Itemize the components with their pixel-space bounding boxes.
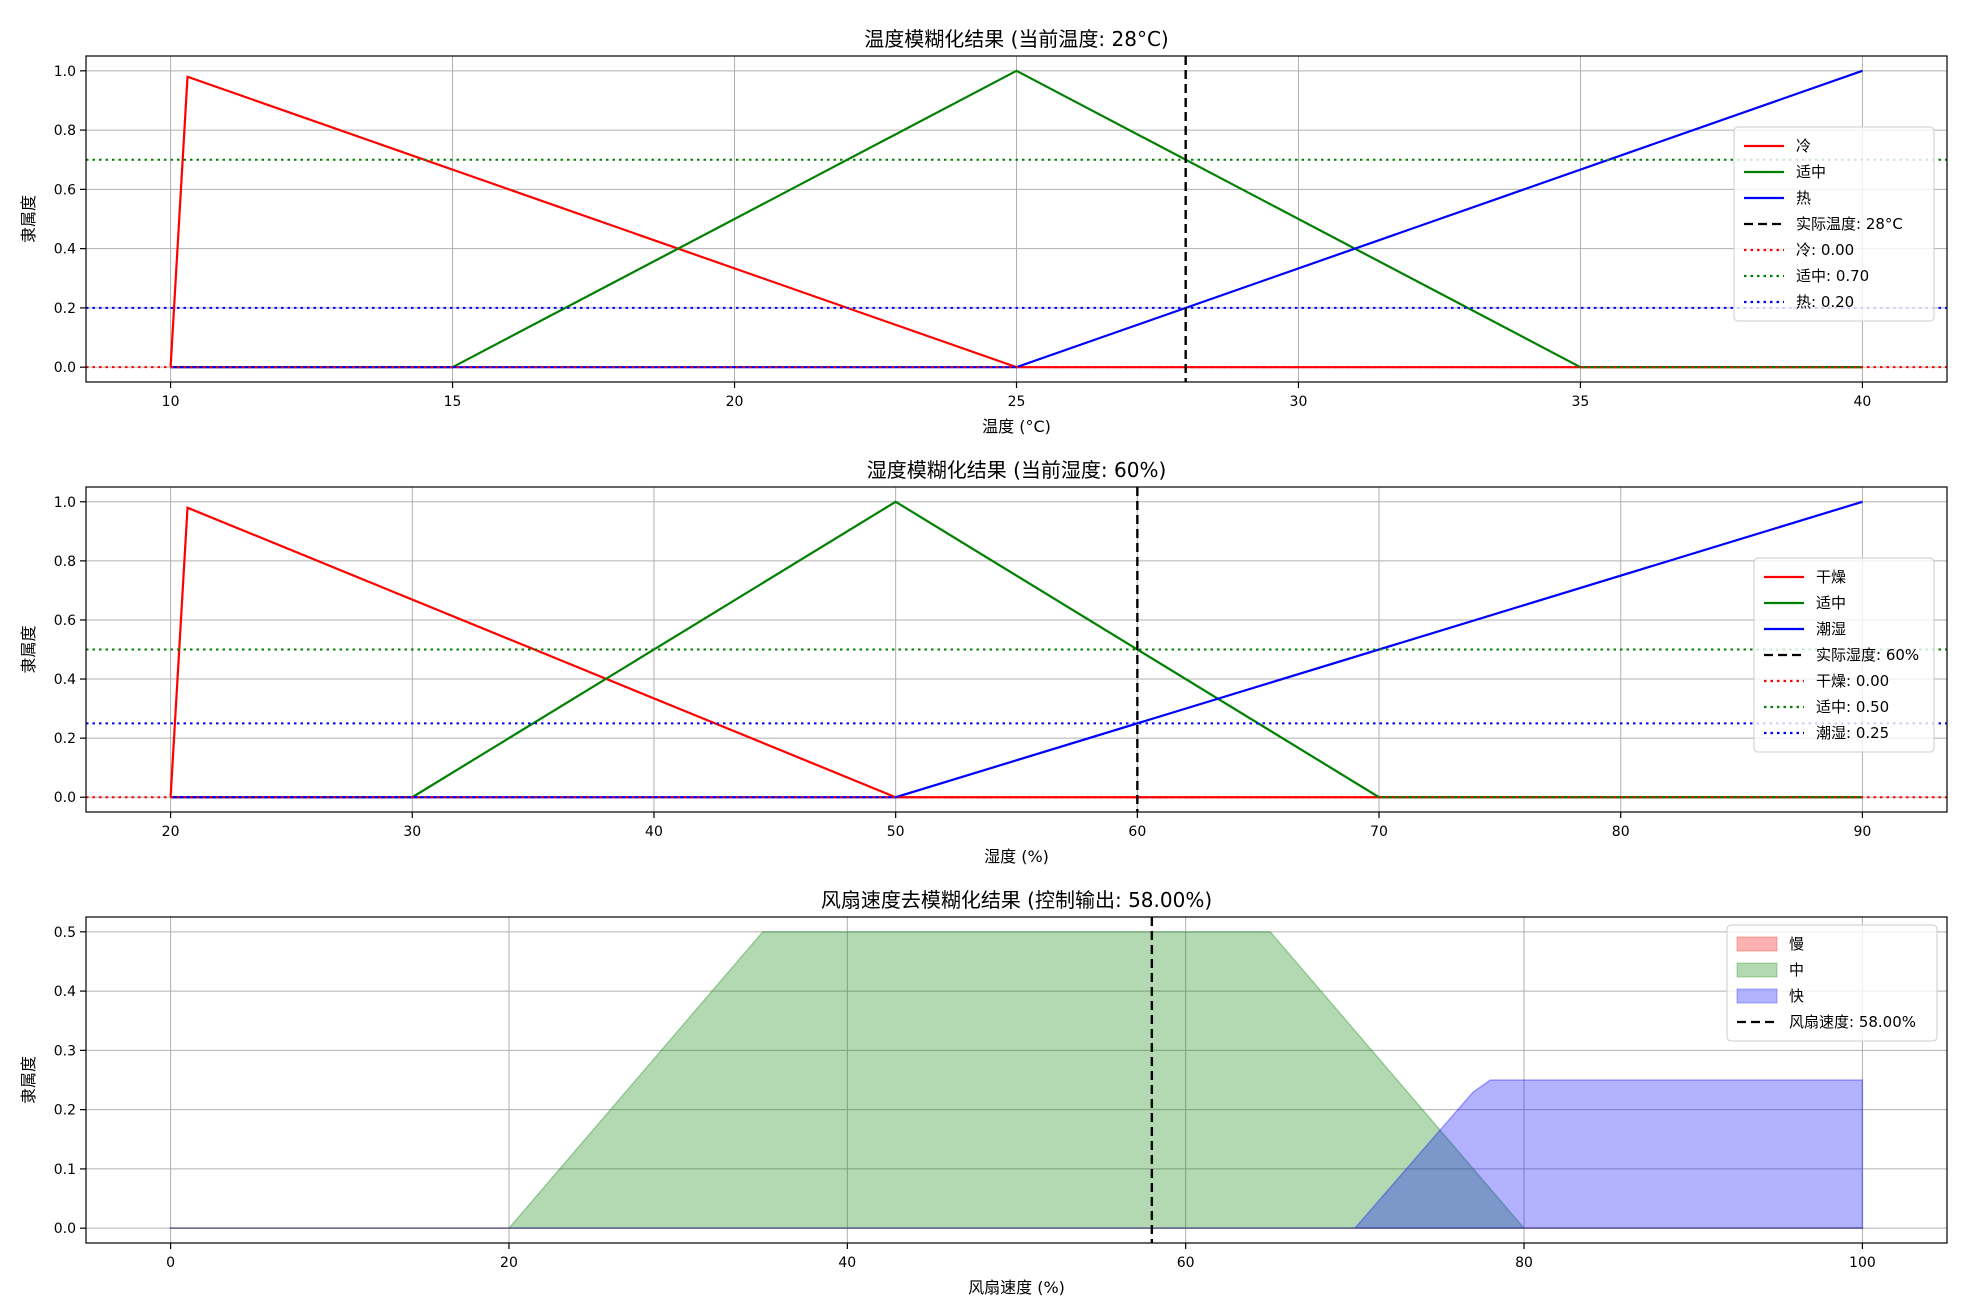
- y-tick-label: 0.6: [54, 182, 76, 198]
- legend-box: [1753, 557, 1935, 753]
- y-tick-label: 0.4: [54, 672, 76, 688]
- legend-label: 适中: 0.70: [1796, 267, 1869, 285]
- x-tick-label: 15: [444, 394, 462, 410]
- line-series-1: [169, 506, 1863, 799]
- y-tick-label: 0.2: [54, 301, 76, 317]
- x-tick-label: 30: [1290, 394, 1308, 410]
- legend-label: 冷: 0.00: [1796, 241, 1854, 259]
- chart-title: 风扇速度去模糊化结果 (控制输出: 58.00%): [821, 888, 1212, 912]
- legend-label: 冷: [1796, 137, 1811, 155]
- x-tick-label: 50: [887, 824, 905, 840]
- legend-label: 潮湿: 0.25: [1816, 724, 1889, 742]
- y-tick-label: 0.0: [54, 790, 76, 806]
- y-tick-label: 0.0: [54, 1221, 76, 1237]
- x-tick-label: 30: [403, 824, 421, 840]
- x-tick-label: 100: [1849, 1255, 1876, 1271]
- x-tick-label: 20: [726, 394, 744, 410]
- legend-label: 慢: [1789, 935, 1804, 953]
- plot-area: [86, 487, 1947, 812]
- y-tick-label: 0.8: [54, 123, 76, 139]
- legend-swatch: [1736, 988, 1778, 1004]
- legend-label: 干燥: 0.00: [1816, 672, 1889, 690]
- y-axis-label: 隶属度: [19, 625, 38, 673]
- axes-frame: [85, 486, 1948, 813]
- y-tick-label: 0.0: [54, 360, 76, 376]
- area-series-3: [169, 1079, 1864, 1229]
- y-tick-label: 0.2: [54, 731, 76, 747]
- x-tick-label: 60: [1177, 1255, 1195, 1271]
- area-series-2: [169, 931, 1864, 1229]
- legend-label: 实际温度: 28°C: [1796, 215, 1903, 233]
- x-axis-label: 风扇速度 (%): [968, 1278, 1065, 1297]
- legend-label: 快: [1789, 987, 1804, 1005]
- y-tick-label: 0.4: [54, 242, 76, 258]
- x-tick-label: 40: [645, 824, 663, 840]
- subplot-1: 10 15 20 25 30 35 40 0.0 0.2 0.4 0.6 0.8 1.0 温度模糊化结果 …: [19, 27, 1948, 436]
- x-tick-label: 0: [166, 1255, 175, 1271]
- x-tick-label: 35: [1572, 394, 1590, 410]
- x-tick-label: 80: [1515, 1255, 1533, 1271]
- y-tick-label: 0.5: [54, 925, 76, 941]
- chart-title: 湿度模糊化结果 (当前湿度: 60%): [867, 458, 1167, 482]
- legend-label: 风扇速度: 58.00%: [1789, 1013, 1916, 1031]
- y-tick-label: 0.2: [54, 1103, 76, 1119]
- y-axis-label: 隶属度: [19, 1056, 38, 1104]
- x-tick-label: 20: [500, 1255, 518, 1271]
- x-tick-label: 90: [1853, 824, 1871, 840]
- legend-label: 潮湿: [1816, 620, 1846, 638]
- x-tick-label: 20: [162, 824, 180, 840]
- x-tick-label: 40: [838, 1255, 856, 1271]
- y-tick-label: 1.0: [54, 495, 76, 511]
- y-tick-label: 0.3: [54, 1043, 76, 1059]
- plot-area: [169, 917, 1864, 1243]
- x-tick-label: 80: [1612, 824, 1630, 840]
- x-axis-label: 湿度 (%): [984, 847, 1049, 866]
- y-tick-label: 0.4: [54, 984, 76, 1000]
- y-tick-label: 0.8: [54, 554, 76, 570]
- legend-label: 热: 0.20: [1796, 293, 1854, 311]
- y-tick-label: 0.1: [54, 1162, 76, 1178]
- y-tick-label: 1.0: [54, 64, 76, 80]
- x-tick-label: 25: [1008, 394, 1026, 410]
- legend-label: 中: [1789, 961, 1804, 979]
- x-axis-label: 温度 (°C): [982, 417, 1051, 436]
- legend-box: [1726, 924, 1938, 1042]
- y-tick-label: 0.6: [54, 613, 76, 629]
- subplot-2: 20 30 40 50 60 70 80 90 0.0 0.2 0.4 0.6 0.8 1.0 湿度模糊化结…: [19, 458, 1948, 866]
- y-axis-label: 隶属度: [19, 195, 38, 243]
- legend-label: 适中: 0.50: [1816, 698, 1889, 716]
- x-tick-label: 10: [162, 394, 180, 410]
- legend-label: 适中: [1816, 594, 1846, 612]
- x-tick-label: 60: [1128, 824, 1146, 840]
- legend-label: 适中: [1796, 163, 1826, 181]
- legend-label: 实际湿度: 60%: [1816, 646, 1919, 664]
- legend-label: 热: [1796, 189, 1811, 207]
- x-tick-label: 40: [1853, 394, 1871, 410]
- x-tick-label: 70: [1370, 824, 1388, 840]
- legend-swatch: [1736, 936, 1778, 952]
- chart-title: 温度模糊化结果 (当前温度: 28°C): [864, 27, 1168, 51]
- plot-area: [86, 56, 1947, 382]
- legend-label: 干燥: [1816, 568, 1846, 586]
- axes-frame: [85, 916, 1948, 1244]
- subplot-3: 0 20 40 60 80 100 0.0 0.1 0.2 0.3 0.4 0.5 风扇速度去模糊化结果…: [19, 888, 1948, 1297]
- legend-swatch: [1736, 962, 1778, 978]
- legend-box: [1733, 126, 1935, 322]
